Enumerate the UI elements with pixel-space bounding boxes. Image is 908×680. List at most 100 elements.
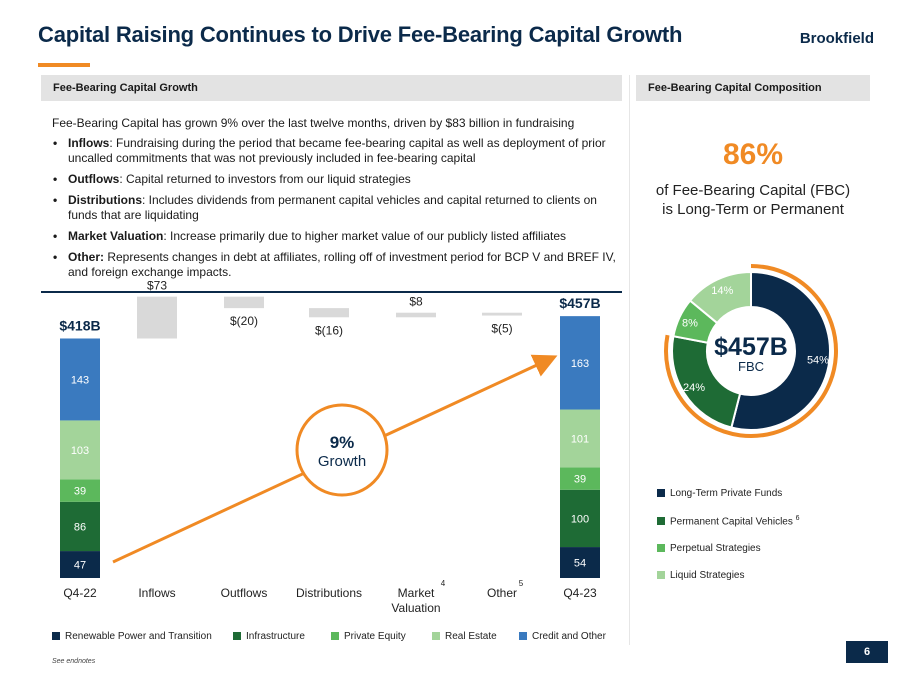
legend-swatch: [657, 544, 665, 552]
legend-label: Credit and Other: [532, 631, 606, 642]
segment-value-label: 86: [74, 521, 86, 533]
legend-item: Real Estate: [432, 631, 497, 642]
change-value-label: $8: [409, 295, 423, 309]
endnotes-note: See endnotes: [52, 658, 96, 665]
legend-swatch: [657, 489, 665, 497]
bullet-item: Outflows: Capital returned to investors …: [52, 172, 618, 187]
stacked-bar-segment: [60, 479, 100, 502]
stacked-bar-segment: [560, 489, 600, 548]
change-bar: [137, 296, 177, 339]
legend-label: Liquid Strategies: [670, 570, 745, 581]
section-header-fbc-composition: Fee-Bearing Capital Composition: [636, 75, 870, 101]
category-label: Outflows: [221, 586, 268, 600]
legend-label: Real Estate: [445, 631, 497, 642]
bullet-list: Inflows: Fundraising during the period t…: [52, 136, 618, 286]
long-term-percentage-caption: of Fee-Bearing Capital (FBC) is Long-Ter…: [655, 182, 851, 218]
donut-slice: [688, 270, 752, 325]
category-label: Distributions: [296, 586, 362, 600]
change-value-label: $(20): [230, 314, 258, 328]
stacked-bar-segment: [560, 409, 600, 468]
change-value-label: $(5): [491, 322, 512, 336]
donut-slice-label: 54%: [807, 354, 829, 366]
bullet-term: Outflows: [68, 172, 120, 186]
legend-label: Permanent Capital Vehicles: [670, 516, 793, 528]
legend-label: Private Equity: [344, 631, 406, 642]
bullet-term: Other:: [68, 250, 104, 264]
legend-swatch: [233, 632, 241, 640]
bullet-text: Represents changes in debt at affiliates…: [68, 250, 616, 279]
legend-item: Credit and Other: [519, 631, 606, 642]
category-label: Valuation: [391, 601, 440, 615]
legend-swatch: [331, 632, 339, 640]
category-label: Market: [398, 586, 435, 600]
legend-swatch: [657, 517, 665, 526]
growth-callout-value: 9%: [330, 433, 355, 452]
total-value-label: $418B: [59, 317, 100, 333]
bullet-item: Distributions: Includes dividends from p…: [52, 193, 618, 223]
change-bar: [309, 308, 349, 318]
stacked-bar-segment: [560, 547, 600, 578]
bullet-item: Inflows: Fundraising during the period t…: [52, 136, 618, 166]
column-divider: [629, 75, 630, 645]
endnote-marker: 4: [441, 579, 446, 588]
legend-item: Renewable Power and Transition: [52, 631, 212, 642]
legend-label: Long-Term Private Funds: [670, 488, 783, 499]
bullet-item: Market Valuation: Increase primarily due…: [52, 229, 618, 244]
donut-slice-label: 24%: [683, 382, 705, 394]
segment-value-label: 54: [574, 558, 586, 570]
segment-value-label: 39: [574, 474, 586, 486]
donut-center-label: FBC: [738, 359, 764, 374]
bullet-term: Distributions: [68, 193, 142, 207]
donut-center-value: $457B: [714, 333, 788, 361]
segment-value-label: 103: [71, 445, 89, 457]
legend-swatch: [657, 571, 665, 579]
stacked-bar-segment: [60, 551, 100, 578]
legend-swatch: [519, 632, 527, 640]
bullet-item: Other: Represents changes in debt at aff…: [52, 250, 618, 280]
waterfall-chart: 478639103143$418B5410039101163$457B$73$(…: [59, 279, 600, 615]
legend-item: Perpetual Strategies: [657, 543, 761, 554]
stacked-bar-segment: [560, 467, 600, 490]
stacked-bar-segment: [560, 316, 600, 410]
bullet-text: : Capital returned to investors from our…: [119, 172, 411, 186]
legend-label: Perpetual Strategies: [670, 543, 761, 554]
segment-value-label: 101: [571, 433, 589, 445]
bullet-text: : Includes dividends from permanent capi…: [68, 193, 597, 222]
long-term-percentage: 86%: [722, 138, 784, 171]
title-accent-bar: [38, 63, 90, 67]
segment-value-label: 100: [571, 513, 589, 525]
growth-callout-text: Growth: [318, 453, 366, 470]
stacked-bar-segment: [60, 501, 100, 552]
donut-slice-label: 8%: [682, 317, 698, 329]
section-divider: [41, 291, 622, 293]
change-bar: [396, 312, 436, 318]
intro-text: Fee-Bearing Capital has grown 9% over th…: [52, 116, 575, 130]
change-value-label: $(16): [315, 323, 343, 337]
section-header-fbc-growth: Fee-Bearing Capital Growth: [41, 75, 622, 101]
endnote-marker: 5: [519, 579, 524, 588]
donut-slice-label: 14%: [711, 285, 733, 297]
segment-value-label: 143: [71, 374, 89, 386]
change-bar: [482, 312, 522, 316]
category-label: Other: [487, 586, 517, 600]
category-label: Q4-23: [563, 586, 597, 600]
segment-value-label: 163: [571, 358, 589, 370]
page-number: 6: [846, 641, 888, 663]
endnote-marker: 6: [795, 515, 800, 522]
bullet-text: : Increase primarily due to higher marke…: [163, 229, 567, 243]
legend-item: Infrastructure: [233, 631, 305, 642]
brookfield-logo: Brookfield: [799, 30, 874, 47]
legend-label: Infrastructure: [246, 631, 305, 642]
legend-item: Permanent Capital Vehicles 6: [657, 515, 800, 527]
legend-item: Long-Term Private Funds: [657, 488, 782, 499]
legend-item: Private Equity: [331, 631, 406, 642]
bullet-text: : Fundraising during the period that bec…: [68, 136, 606, 165]
category-label: Inflows: [138, 586, 175, 600]
segment-value-label: 39: [74, 486, 86, 498]
bullet-term: Inflows: [68, 136, 110, 150]
growth-callout-circle: [295, 403, 389, 497]
legend-item: Liquid Strategies: [657, 570, 745, 581]
stacked-bar-segment: [60, 338, 100, 421]
change-value-label: $73: [147, 279, 167, 293]
